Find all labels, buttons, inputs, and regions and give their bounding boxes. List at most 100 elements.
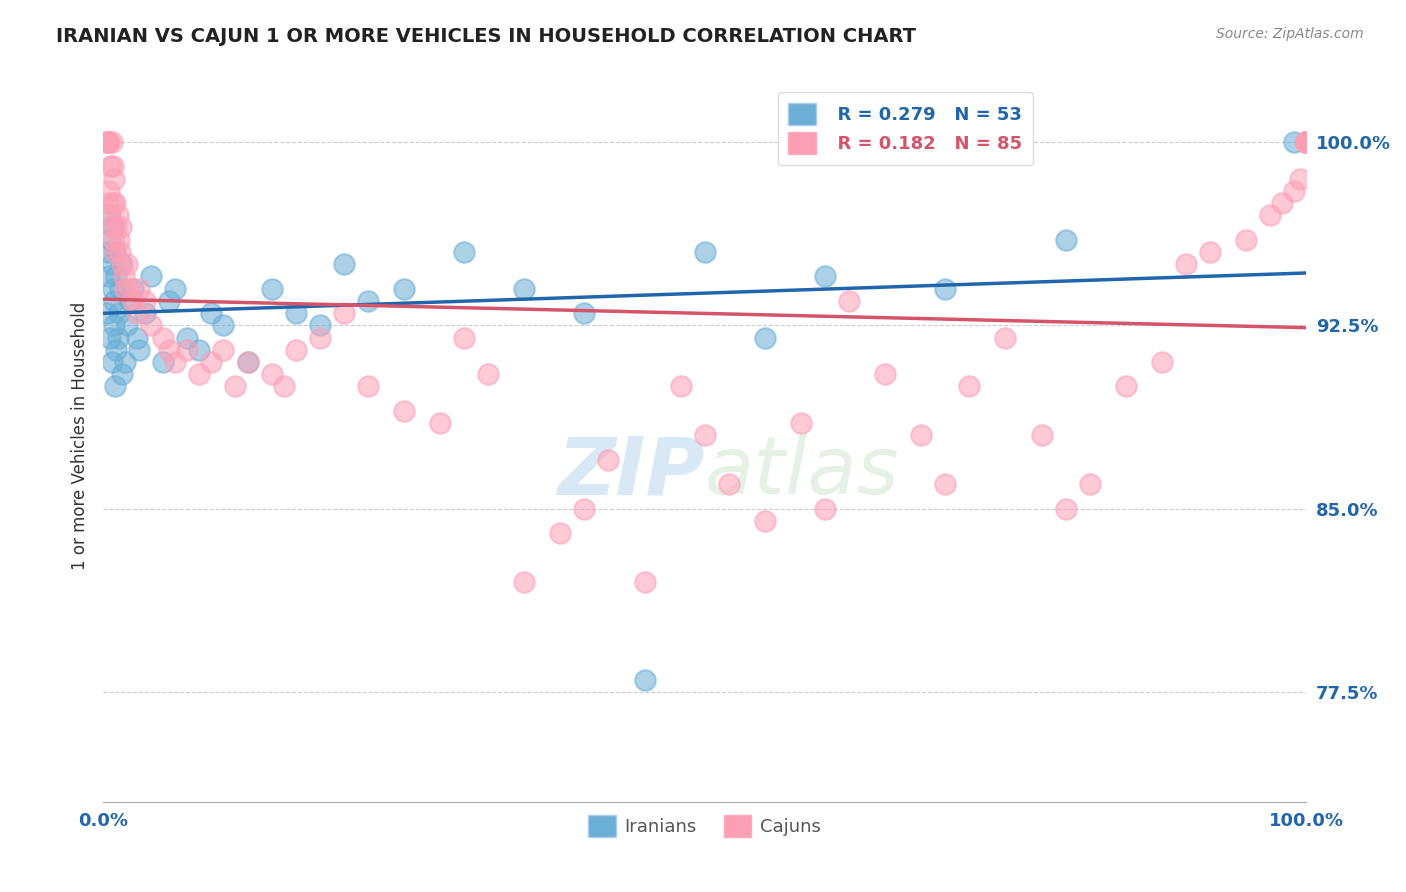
Point (1078, 477, 1101, 491)
Point (1150, 355, 1173, 369)
Point (112, 269, 135, 284)
Point (118, 282, 141, 296)
Point (1295, 135, 1317, 149)
Point (357, 379, 380, 393)
Point (107, 306, 129, 320)
Point (188, 343, 211, 357)
Point (212, 343, 235, 357)
Point (308, 318, 330, 333)
Point (141, 318, 163, 333)
Point (598, 453, 620, 467)
Text: Source: ZipAtlas.com: Source: ZipAtlas.com (1216, 27, 1364, 41)
Text: atlas: atlas (704, 434, 900, 511)
Point (96, 306, 118, 320)
Point (838, 293, 860, 308)
Point (429, 416, 451, 430)
Point (790, 416, 813, 430)
Point (392, 282, 415, 296)
Point (97, 135, 120, 149)
Point (101, 282, 124, 296)
Point (105, 269, 128, 284)
Point (103, 233, 125, 247)
Point (100, 135, 122, 149)
Legend: Iranians, Cajuns: Iranians, Cajuns (581, 808, 828, 845)
Point (1234, 233, 1257, 247)
Point (1031, 428, 1053, 442)
Point (357, 293, 380, 308)
Point (574, 501, 596, 516)
Point (212, 318, 235, 333)
Point (101, 220, 124, 235)
Point (236, 355, 259, 369)
Point (115, 257, 138, 271)
Point (513, 575, 536, 590)
Point (107, 233, 129, 247)
Y-axis label: 1 or more Vehicles in Household: 1 or more Vehicles in Household (72, 301, 89, 569)
Point (134, 293, 156, 308)
Point (188, 368, 211, 382)
Point (957, 379, 980, 393)
Point (157, 293, 180, 308)
Point (110, 220, 132, 235)
Point (332, 257, 354, 271)
Point (934, 477, 956, 491)
Point (108, 282, 131, 296)
Point (104, 196, 127, 211)
Point (118, 293, 141, 308)
Point (105, 220, 128, 235)
Point (94, 135, 117, 149)
Point (98, 208, 121, 222)
Point (453, 244, 475, 259)
Point (103, 171, 125, 186)
Point (200, 306, 222, 320)
Point (122, 282, 145, 296)
Point (669, 379, 692, 393)
Point (98, 269, 121, 284)
Point (134, 306, 156, 320)
Point (97, 244, 120, 259)
Point (122, 293, 145, 308)
Point (114, 282, 136, 296)
Point (1115, 379, 1137, 393)
Point (96, 135, 118, 149)
Point (141, 269, 163, 284)
Point (1284, 135, 1306, 149)
Point (1289, 171, 1312, 186)
Point (128, 282, 150, 296)
Point (176, 330, 198, 344)
Point (103, 318, 125, 333)
Point (754, 330, 776, 344)
Point (107, 330, 129, 344)
Point (1054, 233, 1077, 247)
Point (101, 196, 124, 211)
Point (108, 244, 131, 259)
Point (1054, 501, 1077, 516)
Point (1284, 184, 1306, 198)
Text: IRANIAN VS CAJUN 1 OR MORE VEHICLES IN HOUSEHOLD CORRELATION CHART: IRANIAN VS CAJUN 1 OR MORE VEHICLES IN H… (56, 27, 917, 45)
Point (693, 428, 716, 442)
Point (332, 306, 354, 320)
Point (98, 135, 121, 149)
Point (110, 257, 132, 271)
Point (1295, 135, 1317, 149)
Point (875, 368, 897, 382)
Point (273, 379, 295, 393)
Point (236, 355, 259, 369)
Point (934, 282, 956, 296)
Point (1271, 196, 1294, 211)
Point (453, 330, 475, 344)
Point (165, 282, 187, 296)
Point (284, 343, 307, 357)
Point (104, 244, 127, 259)
Point (176, 343, 198, 357)
Point (574, 306, 596, 320)
Point (105, 343, 128, 357)
Point (98, 159, 121, 173)
Point (260, 282, 283, 296)
Point (1295, 135, 1317, 149)
Point (1175, 257, 1198, 271)
Point (157, 343, 180, 357)
Point (104, 379, 127, 393)
Point (754, 514, 776, 528)
Point (98, 184, 121, 198)
